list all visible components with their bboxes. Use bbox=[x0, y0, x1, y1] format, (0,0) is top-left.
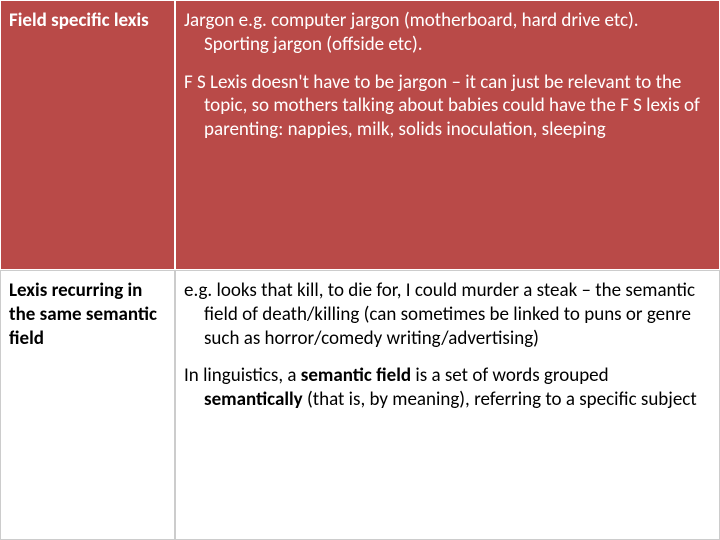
definition-cell: Jargon e.g. computer jargon (motherboard… bbox=[175, 0, 720, 270]
term-cell: Lexis recurring in the same semantic fie… bbox=[0, 270, 175, 540]
definition-text-bold-2: semantically bbox=[204, 388, 303, 411]
term-label: Field specific lexis bbox=[9, 9, 149, 32]
row-field-specific-lexis: Field specific lexis Jargon e.g. compute… bbox=[0, 0, 720, 270]
definition-text-e: (that is, by meaning), referring to a sp… bbox=[303, 388, 697, 411]
term-cell: Field specific lexis bbox=[0, 0, 175, 270]
row-semantic-field: Lexis recurring in the same semantic fie… bbox=[0, 270, 720, 540]
definition-table: Field specific lexis Jargon e.g. compute… bbox=[0, 0, 720, 540]
definition-para-1: Jargon e.g. computer jargon (motherboard… bbox=[184, 9, 707, 57]
definition-text: Jargon e.g. computer jargon (motherboard… bbox=[184, 9, 639, 56]
definition-text: e.g. looks that kill, to die for, I coul… bbox=[184, 279, 695, 350]
term-label: Lexis recurring in the same semantic fie… bbox=[9, 279, 157, 350]
definition-text-a: In linguistics, a bbox=[184, 364, 301, 387]
definition-para-2: F S Lexis doesn't have to be jargon – it… bbox=[184, 71, 707, 142]
definition-text-c: is a set of words grouped bbox=[411, 364, 609, 387]
definition-para-1: e.g. looks that kill, to die for, I coul… bbox=[184, 279, 707, 350]
definition-para-2: In linguistics, a semantic field is a se… bbox=[184, 364, 707, 412]
definition-text-bold-1: semantic field bbox=[301, 364, 411, 387]
definition-cell: e.g. looks that kill, to die for, I coul… bbox=[175, 270, 720, 540]
definition-text: F S Lexis doesn't have to be jargon – it… bbox=[184, 71, 700, 142]
